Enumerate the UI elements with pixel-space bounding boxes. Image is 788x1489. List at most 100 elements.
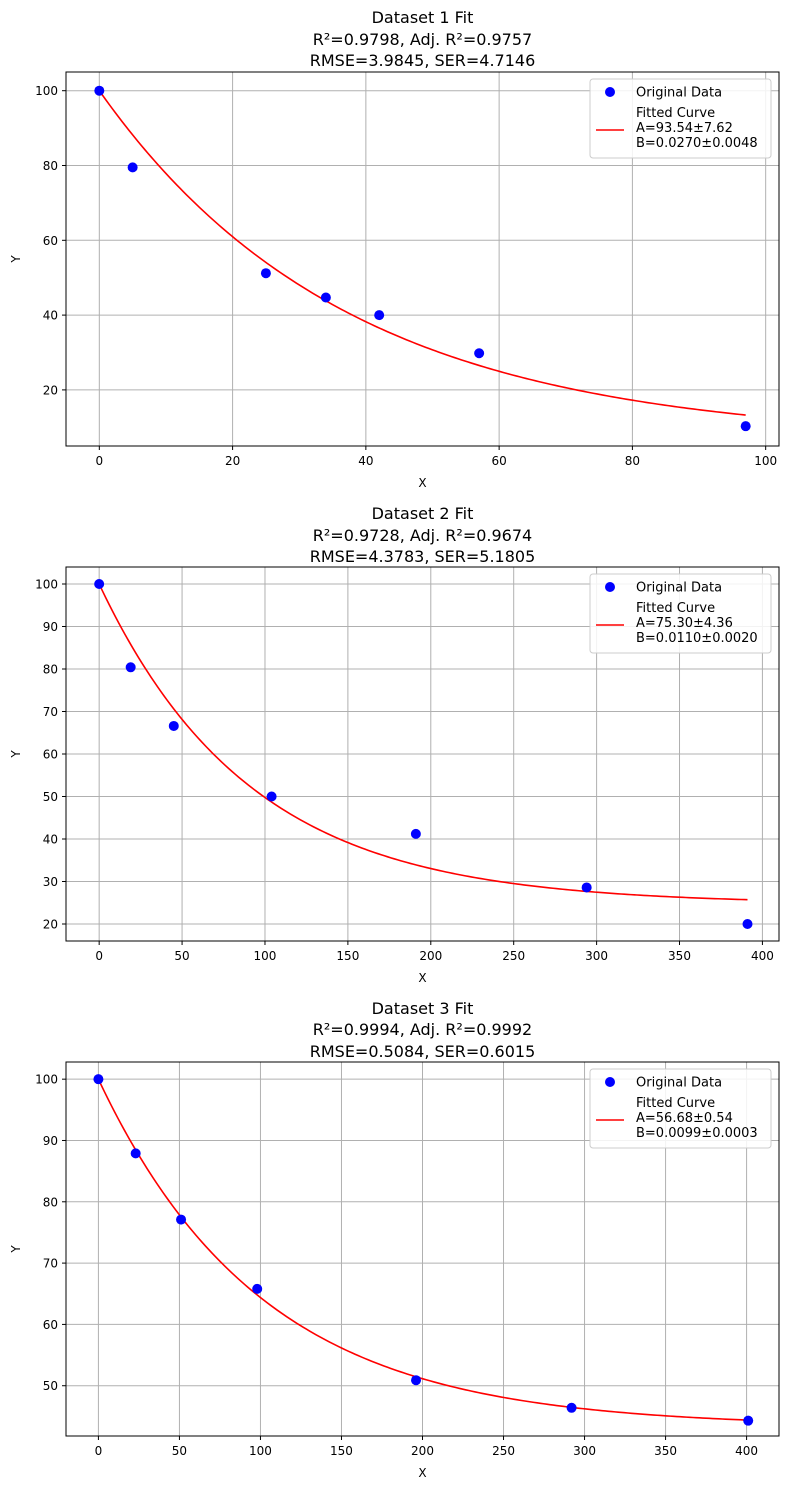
x-tick-label: 300: [573, 1444, 596, 1458]
legend-label-original-data: Original Data: [636, 86, 722, 101]
y-tick-label: 100: [35, 84, 58, 98]
chart-panel-3: Dataset 3 Fit R²=0.9994, Adj. R²=0.9992 RM…: [9, 999, 780, 1480]
x-tick-label: 0: [95, 1444, 103, 1458]
data-point: [176, 1214, 187, 1225]
chart-title-line: R²=0.9798, Adj. R²=0.9757: [313, 30, 532, 49]
data-point: [742, 919, 753, 929]
chart-title-line: R²=0.9994, Adj. R²=0.9992: [313, 1020, 532, 1039]
y-axis-label: Y: [9, 255, 23, 264]
y-tick-label: 40: [43, 833, 58, 847]
data-point: [94, 85, 105, 96]
legend-label-fitted-curve: Fitted Curve: [636, 106, 715, 121]
chart-title-line: Dataset 2 Fit: [372, 504, 474, 523]
x-tick-label: 200: [411, 1444, 434, 1458]
data-point: [252, 1283, 263, 1294]
y-tick-label: 60: [43, 1318, 58, 1332]
chart-title-line: R²=0.9728, Adj. R²=0.9674: [313, 526, 532, 545]
y-tick-label: 90: [43, 1134, 58, 1148]
y-axis-label: Y: [9, 1245, 23, 1254]
data-points: [94, 579, 753, 929]
x-axis-label: X: [418, 971, 426, 985]
legend-box: [589, 78, 772, 159]
y-tick-label: 100: [35, 1073, 58, 1087]
legend-marker-original-data: [605, 1077, 615, 1087]
y-tick-label: 80: [43, 159, 58, 173]
x-tick-label: 100: [249, 1444, 272, 1458]
data-point: [743, 1415, 754, 1426]
y-tick-label: 50: [43, 790, 58, 804]
x-tick-label: 400: [735, 1444, 758, 1458]
data-point: [581, 882, 592, 893]
legend-param-line: B=0.0110±0.0020: [636, 631, 758, 646]
y-tick-label: 80: [43, 663, 58, 677]
y-tick-label: 80: [43, 1195, 58, 1209]
legend: Original Data Fitted CurveA=56.68±0.54B=0…: [589, 1068, 772, 1149]
data-point: [93, 1074, 104, 1085]
data-point: [130, 1148, 141, 1159]
x-tick-label: 0: [95, 949, 103, 963]
y-tick-label: 20: [43, 918, 58, 932]
x-tick-label: 300: [585, 949, 608, 963]
data-point: [127, 162, 138, 173]
y-tick-label: 40: [43, 309, 58, 323]
x-tick-label: 50: [174, 949, 189, 963]
data-point: [125, 662, 136, 673]
chart-title-line: RMSE=3.9845, SER=4.7146: [310, 51, 536, 70]
x-tick-label: 50: [172, 1444, 187, 1458]
chart-panel-1: Dataset 1 Fit R²=0.9798, Adj. R²=0.9757 RM…: [9, 8, 780, 490]
data-points: [94, 85, 751, 432]
legend-box: [589, 1068, 772, 1149]
x-tick-label: 150: [330, 1444, 353, 1458]
legend-param-line: B=0.0099±0.0003: [636, 1126, 758, 1141]
y-tick-label: 30: [43, 875, 58, 889]
legend-marker-original-data: [605, 87, 615, 97]
data-point: [740, 421, 751, 432]
y-axis-label: Y: [9, 750, 23, 759]
legend-param-line: B=0.0270±0.0048: [636, 136, 758, 151]
x-tick-label: 400: [751, 949, 774, 963]
x-tick-label: 250: [502, 949, 525, 963]
chart-panel-2: Dataset 2 Fit R²=0.9728, Adj. R²=0.9674 RM…: [9, 504, 780, 985]
x-tick-label: 80: [625, 454, 640, 468]
x-tick-label: 200: [419, 949, 442, 963]
legend-label-original-data: Original Data: [636, 581, 722, 596]
legend-marker-original-data: [605, 582, 615, 592]
data-points: [93, 1074, 754, 1426]
chart-title-line: RMSE=4.3783, SER=5.1805: [310, 547, 536, 566]
legend-param-line: A=93.54±7.62: [636, 121, 733, 136]
x-tick-label: 100: [254, 949, 277, 963]
y-tick-label: 50: [43, 1379, 58, 1393]
x-axis-label: X: [418, 476, 426, 490]
fitted-curve-line: [98, 90, 746, 416]
grid-lines: [66, 567, 779, 941]
axes-frame: [65, 71, 780, 447]
data-point: [94, 579, 105, 589]
y-tick-label: 60: [43, 234, 58, 248]
chart-title-line: RMSE=0.5084, SER=0.6015: [310, 1042, 536, 1061]
fitted-curve-line: [98, 583, 748, 901]
x-tick-label: 350: [668, 949, 691, 963]
legend: Original Data Fitted CurveA=75.30±4.36B=0…: [589, 573, 772, 654]
data-point: [411, 1375, 422, 1386]
data-point: [474, 348, 485, 359]
legend-label-fitted-curve: Fitted Curve: [636, 1096, 715, 1111]
data-point: [410, 828, 421, 839]
chart-title-line: Dataset 3 Fit: [372, 999, 474, 1018]
legend-label-original-data: Original Data: [636, 1076, 722, 1091]
data-point: [266, 791, 277, 802]
x-axis-label: X: [418, 1466, 426, 1480]
y-tick-label: 60: [43, 748, 58, 762]
data-point: [566, 1402, 577, 1413]
x-tick-label: 150: [336, 949, 359, 963]
data-point: [168, 720, 179, 731]
data-point: [320, 292, 331, 303]
x-tick-label: 250: [492, 1444, 515, 1458]
x-tick-label: 350: [654, 1444, 677, 1458]
y-tick-label: 90: [43, 620, 58, 634]
data-point: [374, 310, 385, 321]
x-tick-label: 60: [491, 454, 506, 468]
chart-title-line: Dataset 1 Fit: [372, 8, 474, 27]
y-tick-label: 70: [43, 1257, 58, 1271]
x-tick-label: 40: [358, 454, 373, 468]
